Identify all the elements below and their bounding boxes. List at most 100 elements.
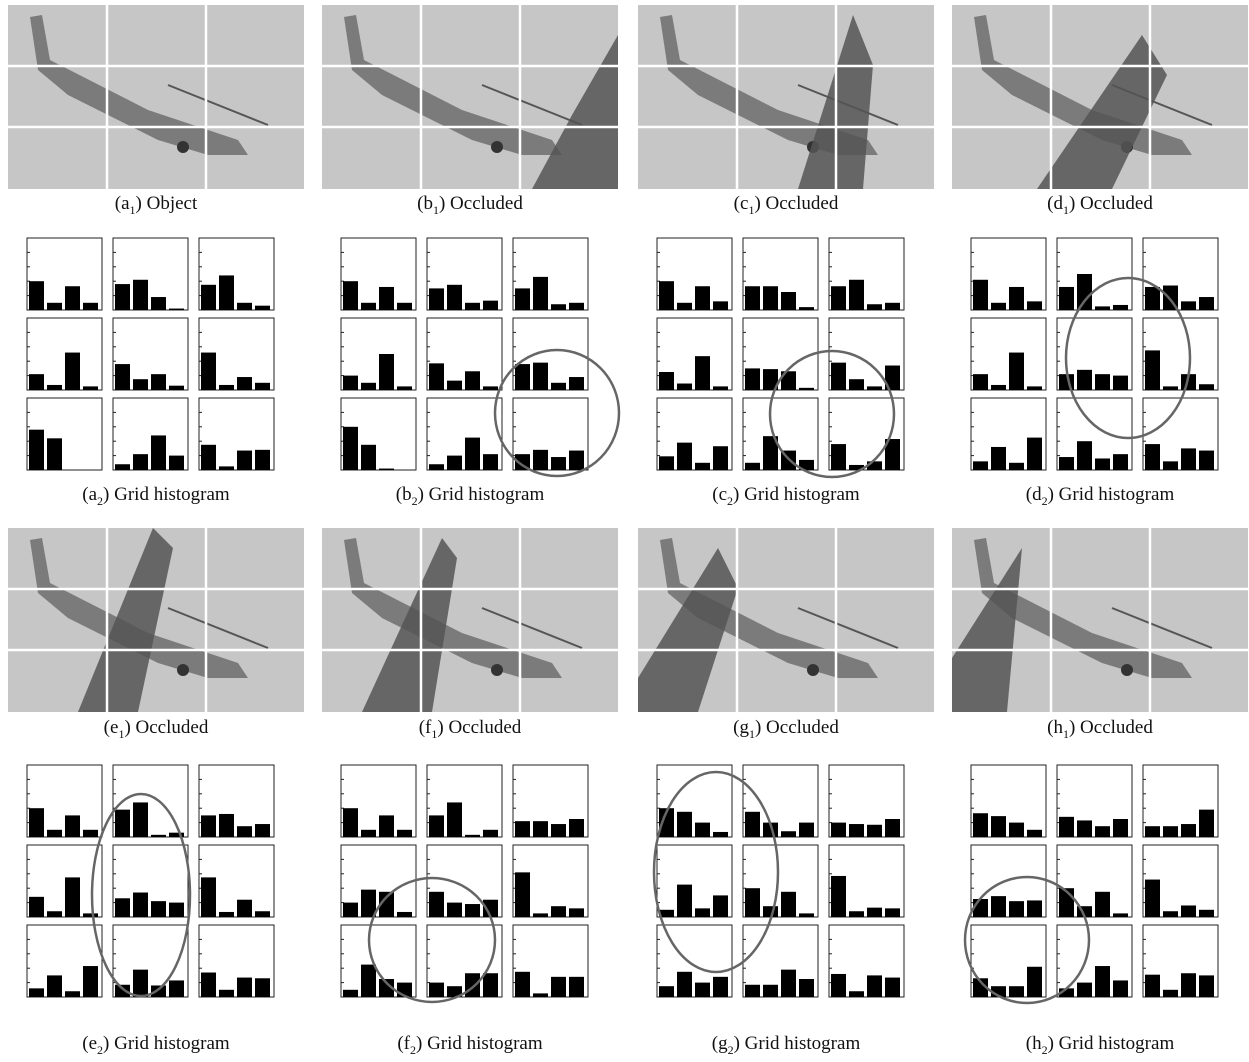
bar [515, 972, 530, 997]
bar [361, 383, 376, 390]
bar [1113, 913, 1128, 917]
bar [1027, 967, 1042, 997]
caption-text: ) Grid histogram [1048, 484, 1175, 505]
bar [991, 816, 1006, 837]
photo [638, 5, 934, 189]
bar [47, 911, 62, 917]
caption-text: ) Object [136, 193, 198, 214]
bar [867, 304, 882, 310]
bar [397, 912, 412, 917]
bar [533, 363, 548, 390]
bar [47, 303, 62, 310]
bar [151, 835, 166, 837]
bar [1009, 353, 1024, 390]
caption: (b1) Occluded [417, 193, 523, 217]
bar [551, 457, 566, 470]
bar [1181, 448, 1196, 470]
bar [429, 983, 444, 997]
bar [831, 876, 846, 917]
bar [151, 901, 166, 917]
bar [1095, 374, 1110, 390]
bar [831, 363, 846, 390]
bar [465, 438, 480, 470]
caption-label: (a [115, 193, 130, 214]
caption-label: (d [1026, 484, 1042, 505]
bar [465, 973, 480, 997]
bar [133, 970, 148, 997]
bar [799, 388, 814, 390]
bar [551, 824, 566, 837]
bar [831, 286, 846, 310]
bar [745, 286, 760, 310]
bar [713, 832, 728, 837]
photo-background [8, 5, 304, 189]
wheel [491, 141, 503, 153]
bar [201, 445, 216, 470]
caption-label: (e [104, 717, 119, 738]
bar [237, 303, 252, 310]
bar [659, 281, 674, 310]
bar [447, 903, 462, 917]
bar [1199, 910, 1214, 917]
bar [533, 450, 548, 470]
bar [201, 285, 216, 310]
bar [1145, 880, 1160, 917]
bar [781, 831, 796, 837]
bar [447, 285, 462, 310]
caption-text: ) Grid histogram [734, 1033, 861, 1054]
bar [1113, 376, 1128, 390]
bar [65, 286, 80, 310]
bar [343, 427, 358, 470]
bar [1145, 826, 1160, 837]
bar [799, 823, 814, 837]
bar [1163, 911, 1178, 917]
bar [515, 872, 530, 917]
bar [973, 374, 988, 390]
bar [361, 303, 376, 310]
bar [1145, 287, 1160, 310]
bar [465, 371, 480, 390]
bar [169, 456, 184, 470]
bar [429, 892, 444, 917]
photo [952, 5, 1248, 189]
bar [1009, 901, 1024, 917]
bar [219, 385, 234, 390]
bar [343, 903, 358, 917]
bar [133, 280, 148, 310]
caption-text: ) Occluded [755, 717, 839, 738]
bar [219, 466, 234, 470]
bar [695, 356, 710, 390]
bar [867, 908, 882, 917]
bar [973, 813, 988, 837]
bar [745, 368, 760, 390]
figure: (a1) Object(a2) Grid histogram(b1) Occlu… [0, 0, 1249, 1062]
bar [361, 445, 376, 470]
bar [677, 443, 692, 470]
bar [29, 988, 44, 997]
bar [83, 913, 98, 917]
bar [1199, 384, 1214, 390]
bar [1181, 301, 1196, 310]
bar [1095, 966, 1110, 997]
bar [569, 451, 584, 470]
bar [677, 303, 692, 310]
bar [1077, 274, 1092, 310]
bar [201, 877, 216, 917]
bar [885, 819, 900, 837]
bar [885, 978, 900, 997]
photo [8, 528, 304, 712]
bar [695, 983, 710, 997]
bar [115, 810, 130, 837]
wheel [177, 141, 189, 153]
bar [991, 385, 1006, 390]
bar [781, 970, 796, 997]
bar [1009, 287, 1024, 310]
bar [1077, 820, 1092, 837]
wheel [491, 664, 503, 676]
caption-label: (f [419, 717, 432, 738]
photo [8, 5, 304, 189]
caption: (h2) Grid histogram [1026, 1033, 1175, 1057]
caption-text: ) Occluded [124, 717, 208, 738]
caption: (d1) Occluded [1047, 193, 1153, 217]
bar [47, 975, 62, 997]
